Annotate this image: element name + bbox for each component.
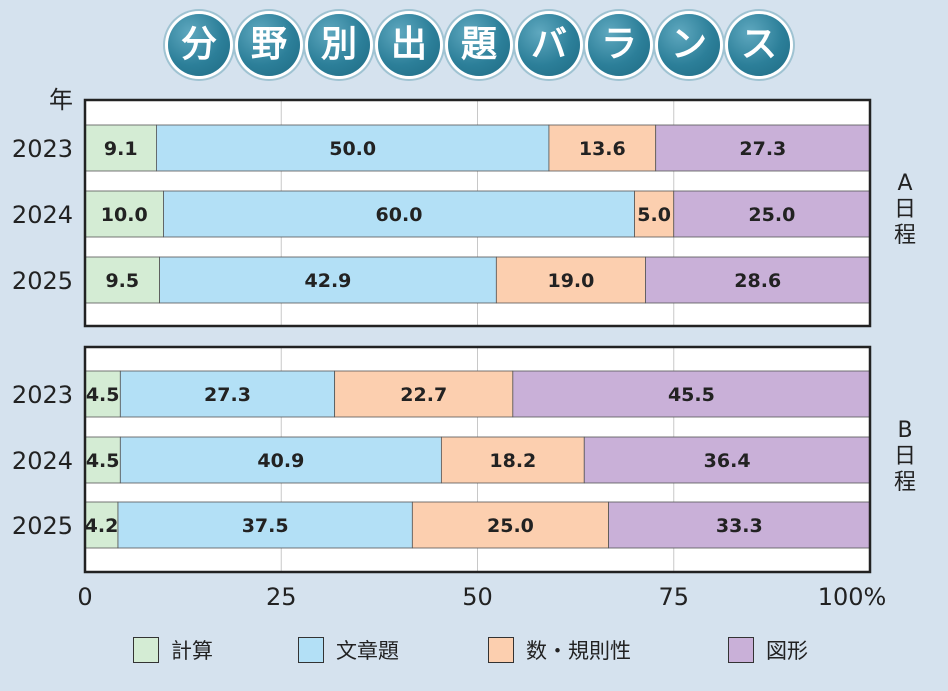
data-label: 33.3: [716, 515, 763, 537]
bar-segment: [84, 124, 157, 172]
bar-segment: [156, 124, 550, 172]
x-tick-label: 100%: [818, 583, 887, 611]
data-label: 50.0: [329, 138, 376, 160]
x-tick-label: 50: [462, 583, 493, 611]
title-char: 別: [308, 14, 370, 76]
title-char: 分: [168, 14, 230, 76]
data-label: 40.9: [257, 450, 304, 472]
legend-label: 計算: [171, 639, 213, 663]
panel-label-char: 日: [894, 197, 916, 222]
bar-segment: [655, 124, 871, 172]
data-label: 4.5: [86, 450, 120, 472]
title-char: 題: [448, 14, 510, 76]
title-char: 野: [238, 14, 300, 76]
legend-label: 図形: [766, 639, 808, 663]
bar-segment: [645, 256, 871, 304]
data-label: 27.3: [204, 384, 251, 406]
data-label: 22.7: [400, 384, 447, 406]
panel-label-char: A: [897, 171, 912, 196]
title-char: ン: [658, 14, 720, 76]
bar-segment: [84, 256, 160, 304]
data-label: 25.0: [487, 515, 534, 537]
bar-segment: [159, 256, 497, 304]
legend-label: 文章題: [336, 639, 399, 663]
legend-swatch: [488, 637, 514, 663]
bar-segment: [634, 190, 675, 238]
data-label: 9.1: [104, 138, 138, 160]
data-label: 25.0: [748, 204, 795, 226]
bar-segment: [84, 501, 119, 549]
data-label: 9.5: [105, 270, 139, 292]
data-label: 19.0: [547, 270, 594, 292]
year-label: 2024: [12, 447, 73, 475]
x-tick-label: 75: [658, 583, 689, 611]
x-tick-label: 0: [77, 583, 92, 611]
bar-segment: [608, 501, 871, 549]
data-label: 42.9: [305, 270, 352, 292]
year-label: 2023: [12, 135, 73, 163]
data-label: 10.0: [101, 204, 148, 226]
legend-item: 図形: [728, 636, 808, 664]
data-label: 13.6: [579, 138, 626, 160]
year-label: 2023: [12, 381, 73, 409]
legend: 計算 文章題 数・規則性 図形: [0, 630, 948, 670]
x-tick-label: 25: [266, 583, 297, 611]
bar-segment: [495, 256, 646, 304]
data-label: 28.6: [734, 270, 781, 292]
legend-item: 計算: [133, 636, 213, 664]
title-char: 出: [378, 14, 440, 76]
chart-title: 分野別出題バランス: [0, 0, 948, 90]
data-label: 36.4: [704, 450, 751, 472]
bar-segment: [119, 436, 442, 484]
bar-segment: [411, 501, 609, 549]
year-label: 2024: [12, 201, 73, 229]
bar-segment: [84, 436, 121, 484]
panel-label-char: B: [897, 418, 912, 443]
year-label: 2025: [12, 267, 73, 295]
bar-segment: [440, 436, 585, 484]
data-label: 18.2: [489, 450, 536, 472]
bar-segment: [583, 436, 871, 484]
bar-segment: [163, 190, 635, 238]
legend-item: 文章題: [298, 636, 399, 664]
panel-frame: [83, 345, 872, 574]
legend-swatch: [133, 637, 159, 663]
year-label: 2025: [12, 512, 73, 540]
legend-label: 数・規則性: [526, 639, 631, 663]
data-label: 27.3: [739, 138, 786, 160]
bar-segment: [119, 370, 336, 418]
data-label: 4.2: [85, 515, 119, 537]
legend-swatch: [728, 637, 754, 663]
bar-segment: [117, 501, 413, 549]
bar-segment: [512, 370, 871, 418]
data-label: 37.5: [242, 515, 289, 537]
panel-label-char: 程: [894, 470, 916, 495]
bar-segment: [84, 190, 164, 238]
title-char: ラ: [588, 14, 650, 76]
legend-item: 数・規則性: [488, 636, 631, 664]
y-axis-label: 年: [49, 86, 73, 114]
panel-label-char: 日: [894, 444, 916, 469]
legend-swatch: [298, 637, 324, 663]
panel-label-char: 程: [894, 223, 916, 248]
data-label: 5.0: [637, 204, 671, 226]
data-label: 4.5: [86, 384, 120, 406]
data-label: 60.0: [376, 204, 423, 226]
title-char: ス: [728, 14, 790, 76]
bar-segment: [548, 124, 657, 172]
panel-frame: [83, 98, 872, 328]
title-char: バ: [518, 14, 580, 76]
data-label: 45.5: [668, 384, 715, 406]
bar-segment: [673, 190, 871, 238]
